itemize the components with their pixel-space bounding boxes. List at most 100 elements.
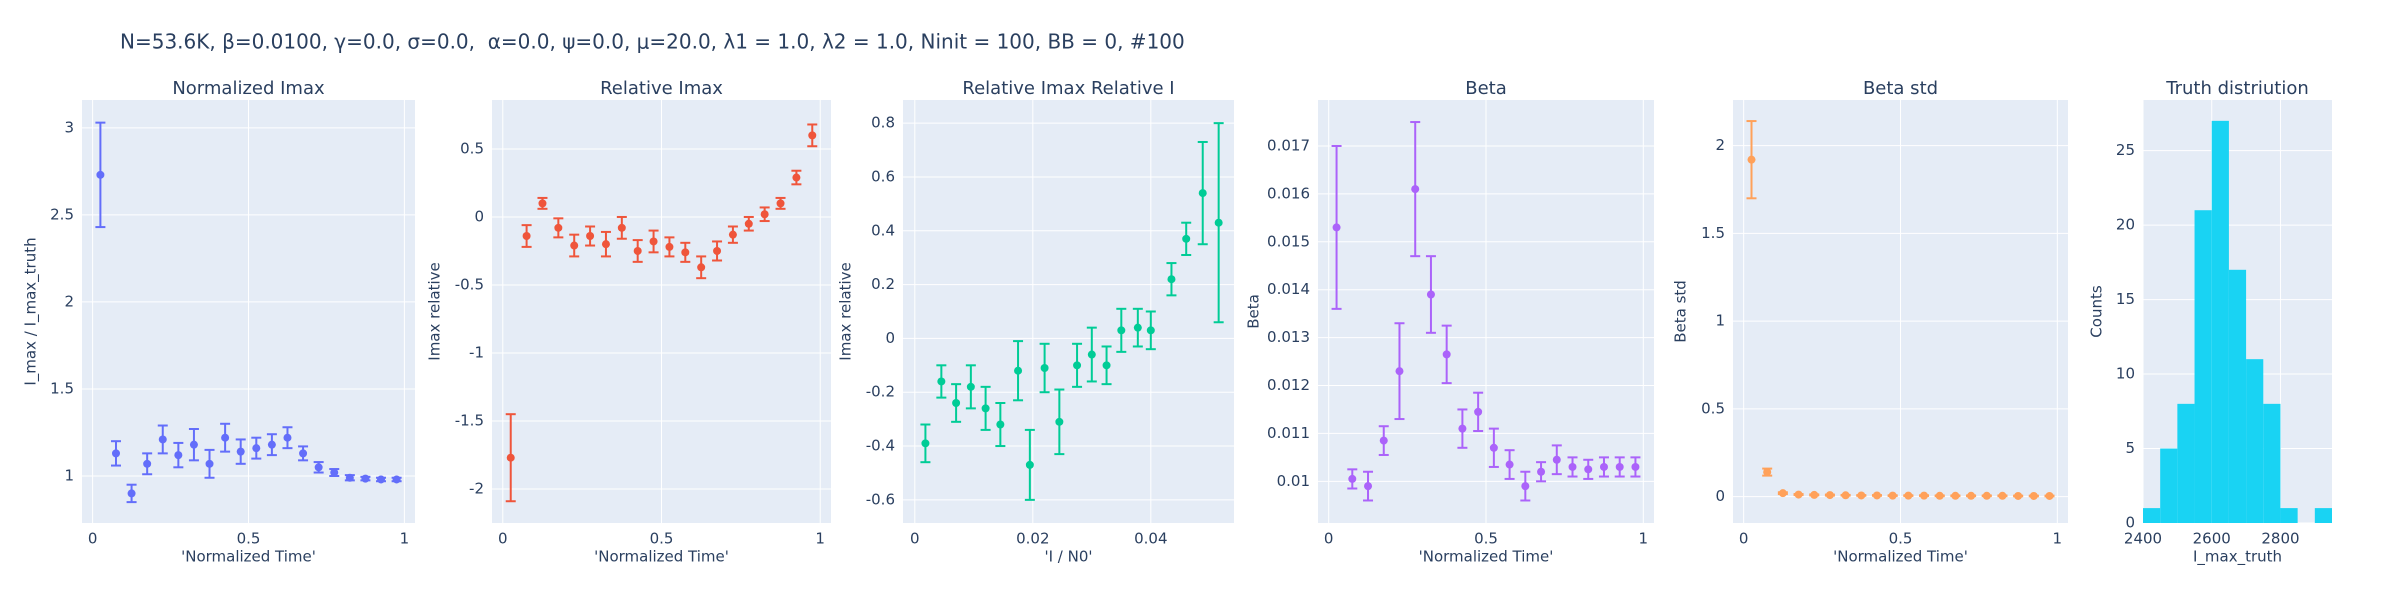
y-tick-label: 2	[64, 292, 74, 310]
point	[1920, 491, 1929, 500]
point	[952, 398, 961, 407]
y-tick-label: 1.5	[1701, 224, 1725, 242]
point	[1489, 443, 1498, 452]
bar	[2177, 403, 2195, 523]
point	[1584, 465, 1593, 474]
point	[633, 246, 642, 255]
y-tick-label: 0.013	[1267, 328, 1310, 346]
point	[1631, 462, 1640, 471]
y-tick-label: 0.6	[871, 167, 895, 185]
bar	[2211, 120, 2229, 523]
point	[760, 210, 769, 219]
x-tick-label: 1	[400, 530, 410, 548]
y-tick-label: 5	[2125, 439, 2135, 457]
y-tick-label: -0.6	[866, 490, 895, 508]
point	[744, 219, 753, 228]
point	[1458, 424, 1467, 433]
y-tick-label: 0.014	[1267, 280, 1310, 298]
y-tick-label: 25	[2116, 141, 2135, 159]
point	[776, 199, 785, 208]
y-tick-label: 0.5	[1701, 399, 1725, 417]
y-tick-label: 0.017	[1267, 136, 1310, 154]
y-tick-label: 0	[2125, 514, 2135, 532]
x-tick-label: 2400	[2124, 530, 2162, 548]
point	[1552, 455, 1561, 464]
x-axis-title: 'Normalized Time'	[1833, 548, 1968, 566]
point	[996, 420, 1005, 429]
point	[1810, 490, 1819, 499]
point	[1904, 491, 1913, 500]
point	[1055, 417, 1064, 426]
point	[1332, 223, 1341, 232]
bar	[2246, 359, 2264, 523]
y-tick-label: 1.5	[50, 379, 74, 397]
y-tick-label: -2	[469, 479, 484, 497]
y-tick-label: 0.2	[871, 275, 895, 293]
point	[299, 449, 308, 458]
y-tick-label: -1.5	[455, 411, 484, 429]
x-axis-title: 'Normalized Time'	[181, 548, 316, 566]
y-tick-label: 0.4	[871, 221, 895, 239]
y-axis-title: Counts	[2088, 285, 2106, 338]
x-tick-label: 0.5	[1474, 530, 1498, 548]
point	[1025, 460, 1034, 469]
y-tick-label: 2.5	[50, 205, 74, 223]
point	[1474, 407, 1483, 416]
y-tick-label: 10	[2116, 365, 2135, 383]
point	[981, 404, 990, 413]
point	[2014, 491, 2023, 500]
point	[1568, 462, 1577, 471]
y-tick-label: 0.015	[1267, 232, 1310, 250]
y-tick-label: 0.011	[1267, 424, 1310, 442]
y-tick-label: 2	[1715, 136, 1725, 154]
point	[1442, 350, 1451, 359]
y-tick-label: -0.2	[866, 383, 895, 401]
point	[1763, 468, 1772, 477]
point	[921, 439, 930, 448]
point	[808, 131, 817, 140]
x-tick-label: 1	[815, 530, 825, 548]
point	[283, 433, 292, 442]
y-tick-label: -1	[469, 343, 484, 361]
x-tick-label: 0.5	[650, 530, 674, 548]
y-tick-label: 0	[885, 329, 895, 347]
point	[1014, 366, 1023, 375]
point	[1872, 491, 1881, 500]
point	[330, 468, 339, 477]
y-tick-label: 1	[64, 467, 74, 485]
subplot-title: Truth distriution	[2165, 78, 2309, 99]
point	[205, 459, 214, 468]
y-axis-title: I_max / I_max_truth	[22, 237, 41, 385]
point	[267, 440, 276, 449]
point	[1395, 367, 1404, 376]
point	[1888, 491, 1897, 500]
point	[506, 453, 515, 462]
x-axis-title: I_max_truth	[2193, 548, 2282, 567]
x-tick-label: 2600	[2193, 530, 2231, 548]
point	[1117, 326, 1126, 335]
point	[570, 241, 579, 250]
point	[1182, 234, 1191, 243]
point	[522, 232, 531, 241]
point	[1364, 482, 1373, 491]
point	[1998, 491, 2007, 500]
point	[174, 451, 183, 460]
subplot-title: Relative Imax	[600, 78, 723, 99]
point	[1857, 491, 1866, 500]
point	[377, 475, 386, 484]
point	[1411, 185, 1420, 194]
y-axis-title: Beta std	[1672, 280, 1690, 343]
subplot-title: Relative Imax Relative I	[962, 78, 1174, 99]
point	[1599, 462, 1608, 471]
point	[1982, 491, 1991, 500]
x-tick-label: 0	[1324, 530, 1334, 548]
x-tick-label: 0	[88, 530, 98, 548]
point	[361, 474, 370, 483]
point	[649, 237, 658, 246]
point	[1348, 474, 1357, 483]
point	[1087, 350, 1096, 359]
point	[1841, 491, 1850, 500]
point	[392, 475, 401, 484]
point	[1794, 490, 1803, 499]
